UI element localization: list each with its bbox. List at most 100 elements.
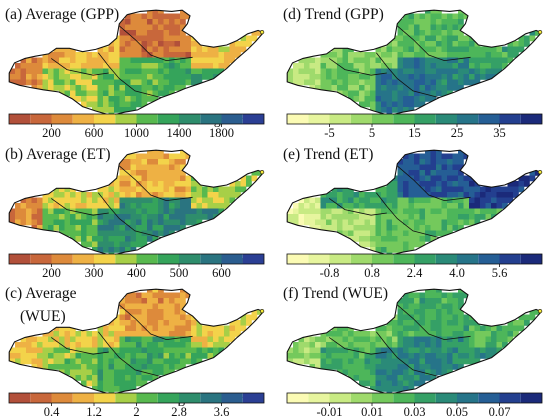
heatmap-cell [392,369,398,376]
sub-basin-boundary [119,304,193,341]
heatmap-cell [81,219,87,226]
heatmap-cell [141,303,148,310]
heatmap-cell [458,19,464,25]
heatmap-cell [397,41,404,47]
heatmap-cell [141,214,148,220]
heatmap-cell [331,57,338,64]
colorbar-swatch [115,114,137,124]
heatmap-cell [97,358,104,365]
heatmap-cell [141,19,148,25]
heatmap-cell [320,197,327,204]
heatmap-cell [342,331,349,337]
colorbar-swatch [520,254,543,264]
heatmap-cell [425,30,431,36]
heatmap-cell [496,197,503,204]
heatmap-cell [158,342,164,348]
heatmap-cell [386,219,393,226]
heatmap-cell [408,358,415,365]
heatmap-cell [37,353,43,359]
heatmap-cell [202,336,208,343]
heatmap-cell [136,314,142,321]
heatmap-cell [463,219,470,226]
heatmap-cell [425,289,431,293]
heatmap-cell [447,303,453,310]
heatmap-cell [463,342,470,348]
colorbar-tick-label: 1800 [209,126,234,140]
heatmap-cell [169,52,175,58]
heatmap-cell [452,63,459,69]
heatmap-cell [408,336,415,343]
heatmap-cell [37,197,43,204]
heatmap-cell [315,214,321,220]
heatmap-cell [103,57,109,64]
heatmap-cell [386,358,393,365]
heatmap-cell [342,342,349,348]
heatmap-cell [147,164,153,171]
heatmap-cell [174,35,181,42]
heatmap-cell [304,68,310,75]
heatmap-cell [425,230,431,237]
heatmap-cell [108,52,115,58]
heatmap-cell [86,101,93,108]
heatmap-cell [480,208,486,215]
heatmap-cell [158,331,164,337]
heatmap-cell [386,41,393,47]
heatmap-cell [196,353,203,359]
heatmap-cell [337,79,343,86]
heatmap-cell [185,186,192,193]
heatmap-cell [359,364,365,370]
heatmap-cell [196,325,203,332]
heatmap-cell [353,85,360,91]
heatmap-cell [147,46,153,53]
heatmap-cell [26,219,32,226]
heatmap-cell [359,57,365,64]
heatmap-cell [381,101,387,108]
heatmap-cell [240,35,247,42]
heatmap-cell [474,331,481,337]
heatmap-cell [320,358,327,365]
heatmap-cell [419,19,426,25]
heatmap-cell [114,74,120,80]
heatmap-cell [180,10,186,14]
heatmap-cell [152,68,159,75]
heatmap-cell [103,96,109,102]
heatmap-cell [114,68,120,75]
heatmap-cell [474,74,481,80]
heatmap-cell [92,52,98,58]
heatmap-cell [125,353,131,359]
heatmap-cell [191,63,197,69]
heatmap-cell [119,197,126,204]
heatmap-cell [518,41,525,47]
heatmap-cell [147,208,153,215]
heatmap-cell [147,63,153,69]
heatmap-cell [169,153,175,160]
heatmap-cell [147,347,153,354]
heatmap-cell [414,230,420,237]
heatmap-cell [141,236,148,242]
colorbar-swatch [287,114,309,124]
heatmap-cell [326,74,332,80]
heatmap-cell [114,353,120,359]
heatmap-cell [447,19,453,25]
sub-basin-boundary [375,192,440,238]
heatmap-cell [185,219,192,226]
heatmap-cell [158,292,164,299]
heatmap-cell [452,214,459,220]
heatmap-cell [152,197,159,204]
heatmap-cell [408,331,415,337]
heatmap-cell [298,63,305,69]
heatmap-cell [125,68,131,75]
heatmap-cell [436,186,442,193]
heatmap-cell [436,320,442,326]
heatmap-cell [15,203,21,209]
heatmap-cell [97,203,104,209]
heatmap-cell [125,101,131,108]
heatmap-cell [114,336,120,343]
heatmap-cell [496,186,503,193]
heatmap-cell [125,380,131,387]
heatmap-cell [414,241,420,248]
heatmap-cell [392,380,398,387]
heatmap-cell [108,247,115,253]
heatmap-cell [75,225,82,231]
heatmap-cell [370,236,376,242]
